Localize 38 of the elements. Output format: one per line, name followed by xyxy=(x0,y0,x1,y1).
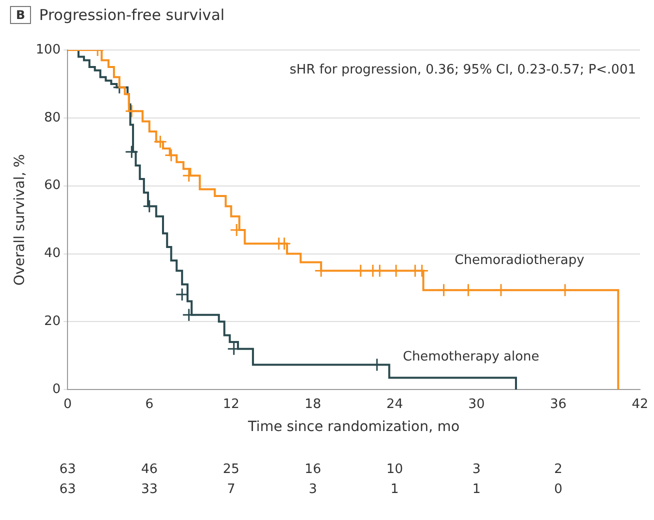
y-tick-label: 0 xyxy=(52,382,61,397)
text: 7 xyxy=(227,482,236,497)
x-tick-label: 24 xyxy=(386,396,403,412)
x-tick-label: 12 xyxy=(222,396,240,412)
point xyxy=(154,134,168,148)
text: 46 xyxy=(141,462,158,477)
text: 3 xyxy=(308,482,318,497)
y-axis-title: Overall survival, % xyxy=(12,154,28,286)
x-tick-label: 0 xyxy=(63,396,72,412)
chart-title: Progression-free survival xyxy=(39,6,225,24)
y-tick-label: 20 xyxy=(44,314,61,330)
text: 3 xyxy=(472,462,481,477)
text: 1 xyxy=(390,482,399,497)
text: 25 xyxy=(222,462,240,477)
point xyxy=(124,145,138,159)
series-label: Chemoradiotherapy xyxy=(454,252,585,268)
text: 63 xyxy=(59,482,76,497)
text: 0 xyxy=(554,482,562,497)
y-tick-label: 100 xyxy=(36,42,61,58)
text: B xyxy=(10,6,32,24)
x-tick-label: 36 xyxy=(550,396,567,412)
text: 33 xyxy=(141,482,158,497)
text: 16 xyxy=(304,462,322,477)
point xyxy=(175,288,189,302)
y-tick-label: 60 xyxy=(44,178,61,194)
text: 63 xyxy=(59,462,76,477)
x-tick-label: 42 xyxy=(632,396,648,412)
text: 10 xyxy=(386,462,403,477)
x-tick-label: 6 xyxy=(145,396,154,412)
x-axis-title: Time since randomization, mo xyxy=(247,419,460,436)
series-label: Chemotherapy alone xyxy=(402,350,540,365)
text: 1 xyxy=(472,482,481,497)
y-tick-label: 40 xyxy=(44,246,61,262)
annotation: sHR for progression, 0.36; 95% CI, 0.23-0.57; P<.001 xyxy=(290,62,636,78)
x-tick-label: 30 xyxy=(468,396,485,412)
y-tick-label: 80 xyxy=(44,110,61,126)
text: 2 xyxy=(554,462,562,477)
x-tick-label: 18 xyxy=(304,396,322,412)
